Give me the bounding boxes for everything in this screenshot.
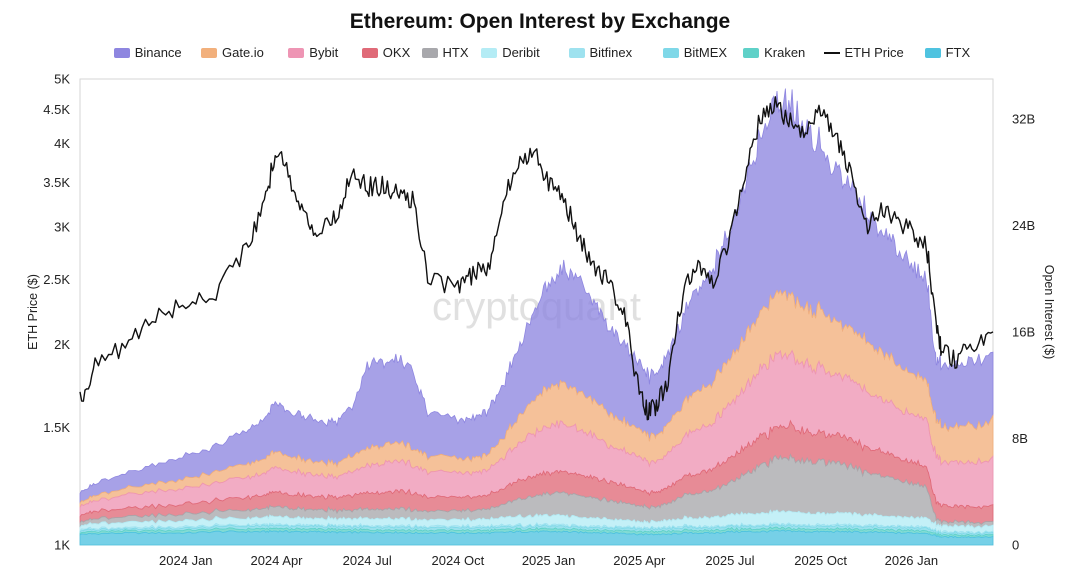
legend-label: Deribit [502, 45, 540, 60]
right-axis-title: Open Interest ($) [1042, 265, 1056, 360]
left-axis-tick-label: 1.5K [43, 420, 70, 435]
x-axis-tick-label: 2025 Jan [522, 553, 576, 568]
x-axis-tick-label: 2024 Apr [250, 553, 303, 568]
legend-label: Kraken [764, 45, 806, 60]
legend-label: OKX [382, 45, 411, 60]
eth-price-line [79, 96, 994, 421]
legend-label: FTX [945, 45, 971, 60]
left-axis-title: ETH Price ($) [26, 274, 40, 350]
chart-title: Ethereum: Open Interest by Exchange [349, 10, 731, 33]
legend-label: HTX [442, 45, 469, 60]
left-axis-tick-label: 2K [54, 337, 70, 352]
area-ftx [79, 529, 994, 546]
x-axis-tick-label: 2025 Oct [794, 553, 847, 568]
left-axis-tick-label: 4K [54, 136, 70, 151]
left-axis-tick-label: 3K [54, 219, 70, 234]
legend-swatch [743, 48, 760, 58]
right-axis-tick-label: 8B [1012, 431, 1028, 446]
right-axis-tick-label: 16B [1012, 324, 1035, 339]
chart-legend: Binance Gate.io Bybit OKX HTX Deribit Bitfinex… [0, 44, 1080, 62]
legend-swatch [361, 48, 378, 58]
x-axis-tick-label: 2025 Jul [705, 553, 754, 568]
legend-swatch [823, 52, 840, 54]
right-axis-tick-label: 32B [1012, 111, 1035, 126]
x-axis-tick-label: 2024 Oct [432, 553, 485, 568]
legend-label: Bitfinex [589, 45, 633, 60]
right-axis-tick-label: 0 [1012, 538, 1019, 553]
legend-label: Gate.io [222, 45, 264, 60]
left-axis-tick-label: 2.5K [43, 272, 70, 287]
legend-swatch [662, 48, 679, 58]
left-axis-tick-label: 1K [54, 538, 70, 553]
legend-label: BitMEX [683, 45, 728, 60]
x-axis-tick-label: 2026 Jan [885, 553, 939, 568]
legend-swatch [481, 48, 498, 58]
legend-label: Bybit [309, 45, 339, 60]
x-axis-tick-label: 2024 Jul [343, 553, 392, 568]
legend-label: ETH Price [844, 45, 904, 60]
legend-swatch [113, 48, 130, 58]
legend-swatch [568, 48, 585, 58]
left-axis-tick-label: 4.5K [43, 102, 70, 117]
x-axis-tick-label: 2025 Apr [613, 553, 666, 568]
legend-label: Binance [134, 45, 182, 60]
x-axis-tick-label: 2024 Jan [159, 553, 213, 568]
legend-swatch [201, 48, 217, 58]
legend-swatch [288, 48, 305, 58]
legend-swatch [421, 48, 438, 58]
left-axis-tick-label: 3.5K [43, 175, 70, 190]
right-axis-tick-label: 24B [1012, 218, 1035, 233]
legend-swatch [924, 48, 941, 58]
left-axis-tick-label: 5K [54, 72, 70, 87]
